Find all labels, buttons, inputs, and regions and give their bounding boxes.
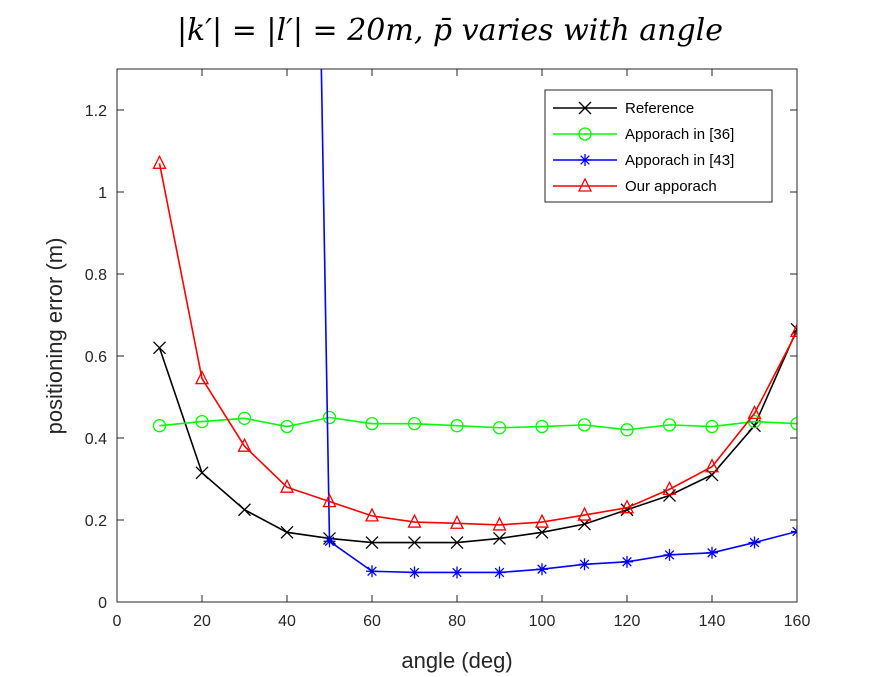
y-axis-label: positioning error (m) (42, 238, 67, 435)
x-tick-label: 140 (699, 613, 726, 630)
series-line (158, 329, 797, 544)
data-point (578, 558, 591, 571)
data-point (790, 417, 797, 431)
data-point (619, 499, 635, 514)
data-point (747, 404, 762, 420)
data-point (662, 418, 677, 432)
series-2 (320, 69, 797, 579)
legend-label: Reference (625, 100, 694, 117)
axes: 0 20 40 60 80 100 120 140 160 0 0.2 0.4 0.6 0.8 1 1.2 (85, 69, 811, 630)
data-point (407, 513, 422, 528)
data-point (748, 536, 761, 549)
x-tick-label: 40 (278, 613, 296, 630)
data-point (408, 536, 421, 550)
data-point (237, 411, 252, 425)
data-point (492, 421, 507, 435)
y-tick-label: 0 (98, 595, 107, 612)
plot-frame (116, 68, 798, 603)
data-point (535, 525, 549, 539)
data-point (705, 468, 719, 482)
data-point (322, 493, 337, 508)
legend: Reference Apporach in [36] Apporach in [43… (544, 89, 773, 203)
data-point (578, 101, 592, 115)
data-point (366, 565, 378, 578)
data-point (365, 536, 379, 550)
data-point (451, 566, 463, 579)
legend-label: Our apporach (625, 178, 717, 195)
y-tick-label: 0.6 (85, 349, 107, 366)
data-point (578, 127, 592, 141)
series-line (158, 163, 797, 526)
data-point (621, 555, 633, 568)
data-point (663, 548, 676, 561)
x-tick-label: 20 (193, 613, 211, 630)
y-tick-label: 1 (98, 185, 107, 202)
data-point (577, 506, 592, 521)
data-point (364, 507, 380, 522)
x-tick-label: 60 (363, 613, 381, 630)
data-point (536, 563, 548, 576)
data-point (280, 419, 294, 434)
data-point (195, 414, 209, 429)
y-tick-label: 1.2 (85, 103, 107, 120)
data-point (322, 410, 337, 425)
data-point (408, 566, 421, 579)
x-tick-label: 160 (784, 613, 811, 630)
data-point (195, 466, 209, 480)
y-tick-label: 0.8 (85, 267, 107, 284)
data-point (280, 525, 294, 539)
legend-label: Apporach in [43] (625, 152, 734, 169)
series-3 (152, 154, 797, 531)
data-point (450, 536, 464, 550)
data-point (450, 419, 464, 433)
data-point (492, 516, 507, 531)
data-point (704, 458, 720, 473)
data-point (194, 370, 210, 385)
legend-item: Apporach in [36] (553, 126, 734, 143)
data-point (493, 566, 506, 579)
x-axis-label: angle (deg) (401, 648, 512, 673)
data-point (534, 513, 550, 528)
data-point (577, 418, 592, 432)
y-tick-label: 0.2 (85, 513, 107, 530)
data-point (535, 419, 549, 434)
legend-item: Apporach in [43] (553, 152, 734, 169)
y-tick-label: 0.4 (85, 431, 107, 448)
data-point (706, 546, 718, 559)
x-tick-label: 0 (113, 613, 122, 630)
x-tick-label: 80 (448, 613, 466, 630)
series-layer (152, 69, 797, 579)
data-point (153, 341, 166, 355)
x-tick-label: 120 (614, 613, 641, 630)
legend-item: Reference (553, 100, 694, 117)
data-point (577, 177, 593, 192)
series-1 (152, 410, 797, 437)
data-point (705, 419, 719, 434)
data-point (449, 514, 465, 529)
data-point (152, 419, 167, 433)
data-point (579, 154, 591, 166)
chart-title: |k′| = |l′| = 20m, p̄ varies with angle (177, 13, 723, 48)
legend-label: Apporach in [36] (625, 126, 734, 143)
data-point (365, 416, 379, 431)
data-point (323, 535, 336, 548)
legend-item: Our apporach (553, 177, 717, 195)
data-point (152, 154, 167, 169)
data-point (789, 322, 797, 338)
data-point (662, 480, 677, 495)
x-tick-label: 100 (529, 613, 556, 630)
data-point (407, 416, 422, 431)
data-point (279, 478, 295, 493)
data-point (620, 423, 634, 437)
data-point (237, 437, 252, 452)
series-line (159, 416, 797, 431)
data-point (238, 503, 251, 517)
data-point (493, 531, 506, 545)
